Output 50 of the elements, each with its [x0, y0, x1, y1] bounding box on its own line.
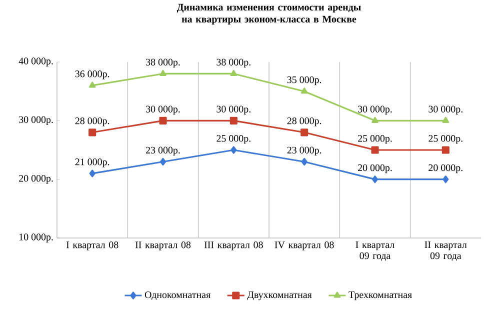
- data-label: 20 000р.: [428, 164, 462, 174]
- point: [88, 82, 96, 88]
- data-label: 30 000р.: [428, 106, 462, 114]
- point: [371, 146, 379, 154]
- x-tick-label: I квартал 08: [66, 242, 118, 250]
- point: [442, 176, 449, 184]
- x-tick-label: II квартал 08: [135, 242, 191, 250]
- legend-label: Двухкомнатная: [247, 291, 312, 300]
- legend-label: Трехкомнатная: [348, 291, 412, 300]
- point: [88, 128, 96, 136]
- point: [372, 116, 378, 123]
- data-label: 30 000р.: [146, 106, 180, 114]
- point: [442, 146, 450, 154]
- point: [372, 176, 378, 184]
- data-label: 25 000р.: [358, 135, 392, 144]
- data-label: 21 000р.: [75, 158, 110, 168]
- data-label: 36 000р.: [75, 70, 110, 80]
- point: [300, 128, 308, 136]
- point: [300, 88, 308, 94]
- point: [301, 158, 308, 166]
- point: [160, 70, 166, 76]
- legend-label: Однокомнатная: [144, 291, 210, 300]
- x-tick-label: I квартал 09 года: [356, 242, 394, 261]
- point: [160, 158, 166, 166]
- data-label: 35 000р.: [287, 76, 322, 86]
- data-label: 30 000р.: [216, 106, 250, 114]
- data-label: 38 000р.: [216, 58, 250, 68]
- chart-title: Динамика изменения стоимости аренды на квартиры эконом-класса в Москве: [176, 4, 361, 25]
- x-tick-label: IV квартал 08: [274, 242, 334, 250]
- point: [442, 116, 450, 123]
- y-tick-label: 40 000р.: [18, 58, 53, 66]
- data-label: 30 000р.: [358, 106, 392, 114]
- point: [89, 170, 96, 178]
- point: [230, 146, 237, 154]
- data-label: 28 000р.: [287, 117, 322, 126]
- data-label: 25 000р.: [428, 135, 462, 144]
- point: [230, 70, 238, 76]
- y-tick-label: 20 000р.: [19, 174, 53, 184]
- point: [159, 116, 167, 124]
- data-label: 23 000р.: [146, 146, 180, 156]
- data-label: 28 000р.: [75, 117, 110, 126]
- data-label: 20 000р.: [358, 164, 392, 174]
- y-tick-label: 30 000р.: [19, 116, 53, 126]
- x-tick-label: II квартал 09 года: [424, 242, 467, 261]
- data-label: 38 000р.: [146, 58, 180, 68]
- data-label: 23 000р.: [287, 146, 322, 156]
- data-label: 25 000р.: [216, 135, 250, 144]
- x-tick-label: III квартал 08: [204, 242, 263, 250]
- y-tick-label: 10 000р.: [19, 234, 53, 242]
- point: [230, 116, 238, 124]
